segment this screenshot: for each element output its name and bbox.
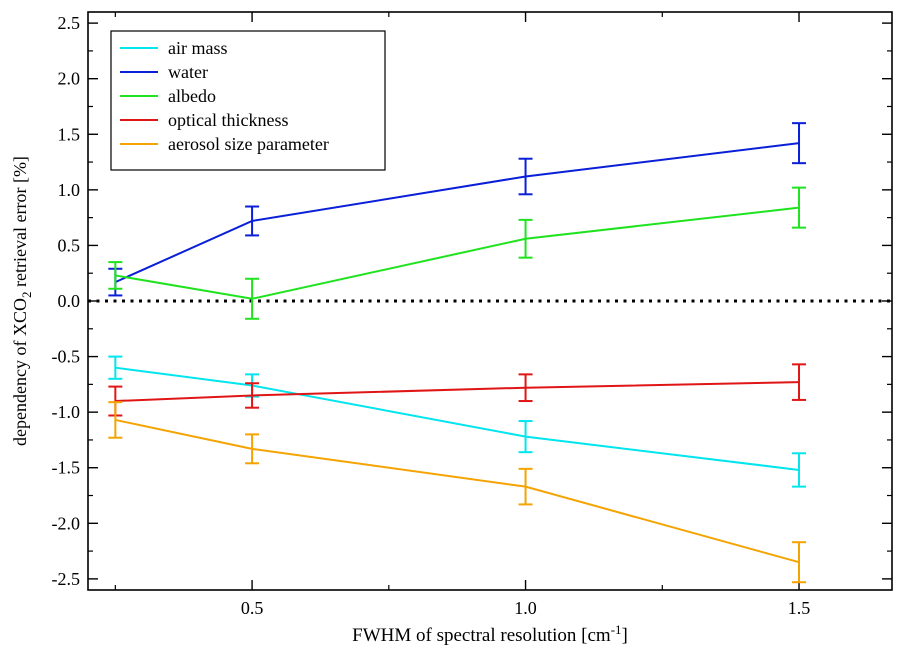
series-optical-thickness (108, 363, 807, 417)
legend-item: aerosol size parameter (120, 134, 329, 154)
legend-box (110, 30, 386, 171)
y-tick-label: 1.0 (58, 180, 81, 200)
series-line (115, 381, 800, 403)
legend-item: water (120, 62, 208, 82)
error-bar (108, 355, 123, 380)
y-tick-label: -1.0 (52, 402, 81, 422)
error-bar (792, 452, 807, 488)
error-bar (518, 467, 533, 506)
legend-label: air mass (168, 38, 227, 58)
y-tick-label: 0.0 (58, 291, 81, 311)
x-tick-label: 1.0 (514, 598, 537, 618)
legend-item: air mass (120, 38, 227, 58)
series-line (114, 142, 800, 284)
legend-label: optical thickness (168, 110, 288, 130)
series-layer (108, 122, 807, 584)
x-axis-label: FWHM of spectral resolution [cm-1] (352, 622, 628, 646)
series-aerosol-size-parameter (108, 401, 807, 584)
y-tick-label: -2.0 (52, 513, 81, 533)
x-tick-label: 1.5 (788, 598, 811, 618)
error-bar (792, 541, 807, 584)
error-bar (792, 122, 807, 165)
series-water (108, 122, 807, 297)
error-bar (108, 401, 123, 439)
series-line (115, 418, 800, 564)
error-bar (518, 157, 533, 196)
legend: air mass water albedo optical thickness aero… (110, 30, 386, 171)
legend-label: albedo (168, 86, 216, 106)
y-tick-label: 2.5 (58, 13, 81, 33)
error-bar (792, 186, 807, 229)
y-tick-label: -2.5 (52, 569, 81, 589)
y-axis-label: dependency of XCO2 retrieval error [%] (10, 156, 34, 446)
series-line (115, 206, 800, 300)
y-tick-label: 2.0 (58, 69, 81, 89)
y-tick-label: 0.5 (58, 235, 81, 255)
y-tick-label: -1.5 (52, 458, 81, 478)
error-bar (108, 261, 123, 290)
legend-item: optical thickness (120, 110, 288, 130)
series-line (115, 366, 800, 471)
error-bar (518, 218, 533, 259)
x-axis-ticks: 0.5 1.0 1.5 (114, 12, 811, 618)
x-tick-label: 0.5 (241, 598, 264, 618)
error-bar (245, 277, 260, 320)
error-bar (245, 433, 260, 465)
error-bar (245, 382, 260, 409)
series-albedo (108, 186, 807, 320)
legend-item: albedo (120, 86, 216, 106)
error-bar (518, 420, 533, 454)
y-tick-label: -0.5 (52, 347, 81, 367)
legend-label: aerosol size parameter (168, 134, 329, 154)
error-bar (518, 373, 533, 403)
y-tick-label: 1.5 (58, 124, 81, 144)
legend-label: water (168, 62, 208, 82)
error-bar (245, 205, 260, 237)
series-air-mass (108, 355, 807, 488)
error-bar (792, 363, 807, 401)
y-axis-ticks: 2.5 2.0 1.5 1.0 0.5 0.0 -0.5 -1.0 -1.5 -2.0 -2.5 (52, 13, 892, 589)
